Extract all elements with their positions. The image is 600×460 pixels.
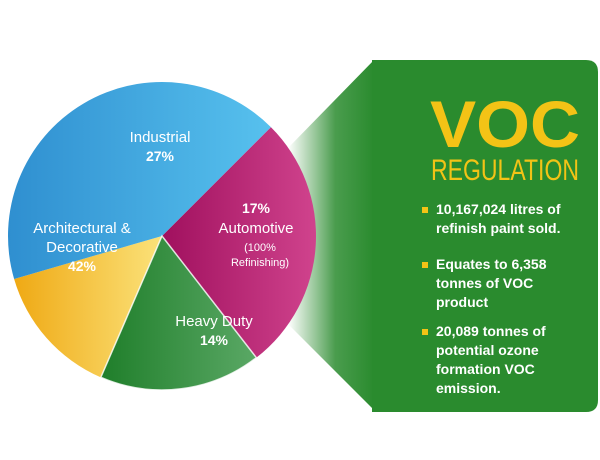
slice-label-industrial-name: Industrial	[130, 129, 191, 146]
bullet-2-line-1: Equates to 6,358	[436, 256, 547, 272]
slice-label-architectural-name-2: Decorative	[46, 239, 118, 256]
bullet-3-line-3: formation VOC	[436, 361, 535, 377]
pie-slice-industrial	[162, 127, 316, 358]
bullet-marker	[422, 329, 428, 335]
callout-connector	[288, 60, 374, 408]
pie-labels: Industrial 27% 17% Automotive (100% Refinishi…	[33, 129, 293, 348]
slice-label-industrial-value: 27%	[146, 148, 175, 164]
pie-slice-heavy-duty	[14, 236, 162, 378]
pie-chart	[8, 82, 316, 391]
automotive-slice-outline	[99, 234, 258, 391]
bullet-1-line-1: 10,167,024 litres of	[436, 201, 561, 217]
slice-label-architectural-value: 42%	[68, 258, 97, 274]
bullet-2-line-3: product	[436, 294, 488, 310]
slice-label-heavy-duty-name: Heavy Duty	[175, 313, 253, 330]
bullet-3-line-2: potential ozone	[436, 342, 539, 358]
slice-label-automotive-name: Automotive	[218, 220, 293, 237]
panel-subheading: REGULATION	[431, 154, 579, 187]
bullet-3-line-1: 20,089 tonnes of	[436, 323, 546, 339]
pie-slice-automotive	[100, 236, 257, 390]
slice-label-architectural-name-1: Architectural &	[33, 220, 131, 237]
pie-slice-architectural-decorative	[8, 82, 271, 279]
bullet-2-line-2: tonnes of VOC	[436, 275, 533, 291]
slice-label-automotive-note-2: Refinishing)	[231, 257, 289, 269]
bullet-marker	[422, 262, 428, 268]
voc-panel	[372, 60, 598, 412]
panel-heading: VOC	[430, 87, 580, 161]
bullet-1-line-2: refinish paint sold.	[436, 220, 560, 236]
slice-label-heavy-duty-value: 14%	[200, 332, 229, 348]
slice-label-automotive-value: 17%	[242, 200, 271, 216]
bullet-marker	[422, 207, 428, 213]
panel-bullet-list: 10,167,024 litres of refinish paint sold…	[422, 201, 561, 396]
slice-label-automotive-note-1: (100%	[244, 242, 276, 254]
bullet-3-line-4: emission.	[436, 380, 501, 396]
